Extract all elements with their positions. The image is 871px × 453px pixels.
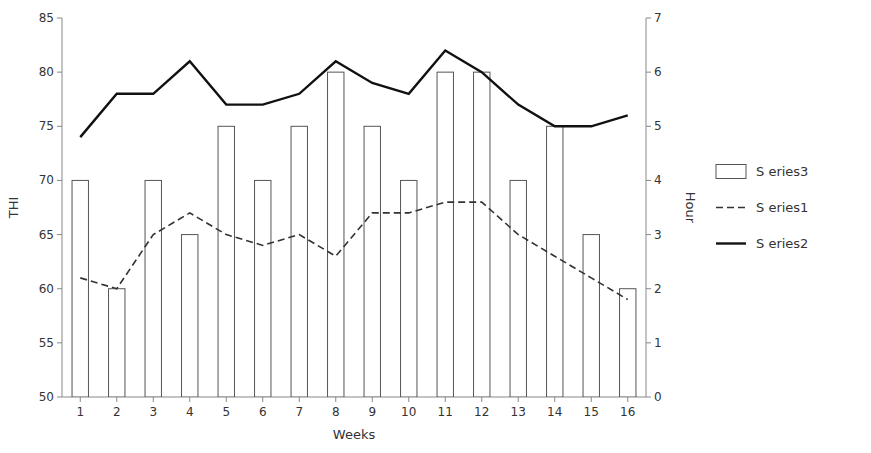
y-tick <box>57 288 62 289</box>
x-tick-label: 14 <box>547 405 562 419</box>
y2-tick-label: 2 <box>654 282 662 296</box>
x-tick-label: 8 <box>332 405 340 419</box>
bar <box>291 126 307 397</box>
y2-tick-label: 4 <box>654 173 662 187</box>
x-tick-label: 5 <box>222 405 230 419</box>
y-tick <box>57 126 62 127</box>
line <box>80 50 628 137</box>
y-tick-label: 55 <box>39 336 54 350</box>
bar <box>364 126 380 397</box>
y2-tick <box>646 126 651 127</box>
y2-tick-label: 3 <box>654 228 662 242</box>
y2-axis-label: Hour <box>683 192 698 224</box>
x-tick-label: 10 <box>401 405 416 419</box>
x-tick <box>481 397 482 402</box>
legend-label: S eries2 <box>756 236 808 251</box>
bar <box>328 72 344 397</box>
x-tick-label: 3 <box>149 405 157 419</box>
y2-tick <box>646 288 651 289</box>
bar <box>510 180 526 397</box>
y2-axis-line <box>646 18 647 397</box>
x-tick <box>408 397 409 402</box>
legend-swatch <box>716 207 746 209</box>
legend-swatch <box>716 242 746 244</box>
y-axis-line <box>62 18 63 397</box>
y2-tick-label: 7 <box>654 11 662 25</box>
x-tick <box>445 397 446 402</box>
line <box>80 202 628 299</box>
y2-tick <box>646 72 651 73</box>
bar <box>255 180 271 397</box>
y-tick-label: 60 <box>39 282 54 296</box>
x-tick <box>591 397 592 402</box>
x-tick-label: 15 <box>584 405 599 419</box>
y-tick <box>57 342 62 343</box>
y-tick <box>57 18 62 19</box>
x-axis-label: Weeks <box>333 427 376 442</box>
x-tick-label: 9 <box>368 405 376 419</box>
bar <box>437 72 453 397</box>
y2-tick <box>646 18 651 19</box>
y2-tick-label: 0 <box>654 390 662 404</box>
y-tick-label: 75 <box>39 119 54 133</box>
bar <box>583 235 599 397</box>
x-tick <box>262 397 263 402</box>
y2-tick <box>646 234 651 235</box>
y2-tick-label: 5 <box>654 119 662 133</box>
y2-tick <box>646 397 651 398</box>
x-tick <box>518 397 519 402</box>
x-tick <box>627 397 628 402</box>
x-tick-label: 4 <box>186 405 194 419</box>
y2-tick <box>646 342 651 343</box>
legend: S eries3 S eries1 S eries2 <box>716 164 808 251</box>
bar <box>109 289 125 397</box>
chart: 1234567891011121314151650556065707580850… <box>0 0 871 453</box>
bar <box>547 126 563 397</box>
x-tick-label: 2 <box>113 405 121 419</box>
y-tick <box>57 234 62 235</box>
y-tick <box>57 397 62 398</box>
x-tick-label: 1 <box>76 405 84 419</box>
y-tick-label: 65 <box>39 228 54 242</box>
plot-area <box>72 50 636 397</box>
x-tick <box>299 397 300 402</box>
x-tick-label: 11 <box>438 405 453 419</box>
x-tick <box>153 397 154 402</box>
x-tick-label: 6 <box>259 405 267 419</box>
bar <box>72 180 88 397</box>
y-axis-label: THI <box>6 197 21 220</box>
x-tick <box>554 397 555 402</box>
legend-label: S eries1 <box>756 200 808 215</box>
bar <box>182 235 198 397</box>
x-tick <box>226 397 227 402</box>
y-tick <box>57 180 62 181</box>
y-tick-label: 80 <box>39 65 54 79</box>
bar <box>474 72 490 397</box>
x-tick <box>189 397 190 402</box>
x-tick-label: 16 <box>620 405 635 419</box>
y-tick-label: 70 <box>39 173 54 187</box>
y-tick-label: 85 <box>39 11 54 25</box>
legend-swatch <box>716 165 746 179</box>
y2-tick-label: 1 <box>654 336 662 350</box>
y-tick <box>57 72 62 73</box>
y2-tick <box>646 180 651 181</box>
x-tick-label: 12 <box>474 405 489 419</box>
bar <box>620 289 636 397</box>
bar <box>218 126 234 397</box>
x-tick <box>116 397 117 402</box>
y-tick-label: 50 <box>39 390 54 404</box>
y2-tick-label: 6 <box>654 65 662 79</box>
x-tick <box>80 397 81 402</box>
x-tick-label: 13 <box>511 405 526 419</box>
x-tick <box>335 397 336 402</box>
legend-label: S eries3 <box>756 164 808 179</box>
x-tick-label: 7 <box>295 405 303 419</box>
bar <box>145 180 161 397</box>
x-tick <box>372 397 373 402</box>
